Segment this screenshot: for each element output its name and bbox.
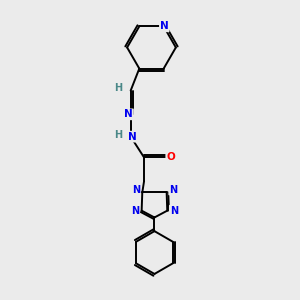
Text: N: N bbox=[160, 21, 169, 32]
Text: N: N bbox=[170, 206, 178, 216]
Text: H: H bbox=[114, 130, 122, 140]
Text: O: O bbox=[167, 152, 175, 162]
Text: N: N bbox=[128, 132, 137, 142]
Text: H: H bbox=[114, 83, 122, 93]
Text: N: N bbox=[132, 184, 140, 194]
Text: N: N bbox=[124, 109, 133, 119]
Text: N: N bbox=[131, 206, 139, 216]
Text: N: N bbox=[169, 184, 177, 194]
